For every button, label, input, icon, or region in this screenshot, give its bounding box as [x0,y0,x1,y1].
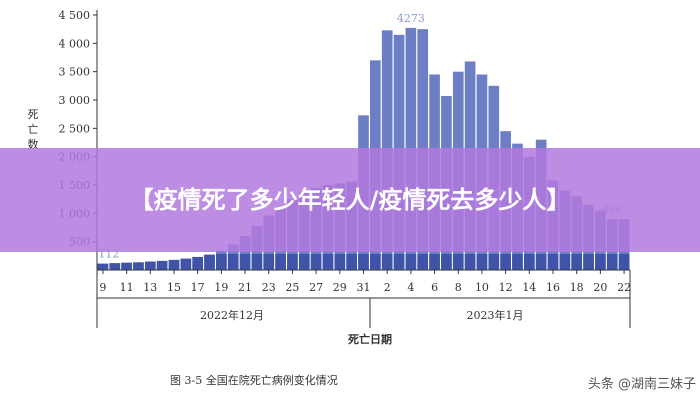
bar-base [239,254,251,270]
x-tick-label: 6 [431,281,438,294]
bar-base [204,254,215,270]
x-tick-label: 14 [522,281,536,294]
x-tick-label: 23 [262,281,276,294]
bar-base [216,254,227,270]
title-banner: 【疫情死了多少年轻人/疫情死去多少人】 [0,148,700,252]
month-label: 2022年12月 [200,308,264,322]
x-tick-label: 17 [191,281,205,294]
bar-base [595,254,606,270]
bar-base [334,254,346,270]
x-tick-label: 21 [238,281,252,294]
bar-base [523,254,535,270]
bar-base [441,254,452,270]
y-tick-label: 2 500 [59,122,91,135]
bar-base [429,254,440,270]
y-axis-label-char: 死 [28,108,39,121]
bar-base [488,254,500,270]
y-tick-label: 3 500 [59,66,91,79]
y-axis-label: 死亡数 [28,108,39,151]
x-tick-label: 8 [455,281,462,294]
watermark: 头条 @湖南三妹子 [587,377,696,392]
bar-base [559,254,571,270]
bar-base [298,254,310,270]
bar-base [500,254,511,270]
bar-base [417,254,429,270]
x-tick-label: 15 [167,281,181,294]
x-tick-label: 25 [285,281,299,294]
bar-base [322,254,334,270]
y-axis-label-char: 数 [28,138,39,151]
y-axis-label-char: 亡 [28,122,39,136]
month-label: 2023年1月 [467,308,524,322]
bar-base [618,254,630,270]
bar-base [370,254,381,270]
bar-base [606,254,618,270]
x-tick-label: 27 [309,281,323,294]
y-tick-label: 4 000 [59,37,91,50]
bar-base [180,258,192,270]
x-tick-label: 12 [499,281,513,294]
x-axis-ticks: 9 11 13 15 17 19 21 23 25 27 29 31 2 4 6 8 10 12 14 16 18 20 2… [99,270,631,294]
bar-base [310,254,322,270]
bar-base [227,254,239,270]
x-tick-label: 19 [214,281,228,294]
x-tick-label: 16 [546,281,560,294]
bar-base [571,254,583,270]
x-tick-label: 22 [617,281,631,294]
bar-base [358,254,369,270]
bar-base [535,254,547,270]
bar-base [464,254,476,270]
bar-base [583,254,594,270]
bar-base [476,254,488,270]
bar-base [144,261,156,270]
bar-base [109,263,121,270]
x-tick-label: 31 [357,281,371,294]
data-label: 4273 [397,12,425,25]
bar-base [133,262,144,270]
x-tick-label: 9 [99,281,106,294]
x-tick-label: 20 [593,281,607,294]
figure-caption: 图 3-5 全国在院死亡病例变化情况 [170,373,338,387]
bar-base [156,260,168,270]
bar-base [275,254,286,270]
bar-base [405,254,417,270]
x-tick-label: 18 [570,281,584,294]
bar-base [121,262,132,270]
y-tick-label: 3 000 [59,94,91,107]
month-labels: 2022年12月 2023年1月 [200,308,524,322]
bar-base [381,254,393,270]
x-tick-label: 11 [120,281,134,294]
x-tick-label: 4 [407,281,414,294]
banner-title: 【疫情死了多少年轻人/疫情死去多少人】 [129,186,571,214]
x-tick-label: 2 [384,281,391,294]
x-tick-label: 29 [333,281,347,294]
bar-base [263,254,275,270]
bar [239,236,251,270]
bar-base [547,254,559,270]
bar-base [192,256,204,270]
bar-base [346,254,357,270]
bar-base [168,259,180,270]
bar-base [512,254,523,270]
bar-base [452,254,464,270]
x-axis-label: 死亡日期 [348,332,392,346]
bar-base [393,254,405,270]
bar-base [97,263,109,270]
bar-base [287,254,298,270]
y-tick-label: 4 500 [59,9,91,22]
x-tick-label: 13 [143,281,157,294]
x-tick-label: 10 [475,281,489,294]
bar-base [251,254,263,270]
